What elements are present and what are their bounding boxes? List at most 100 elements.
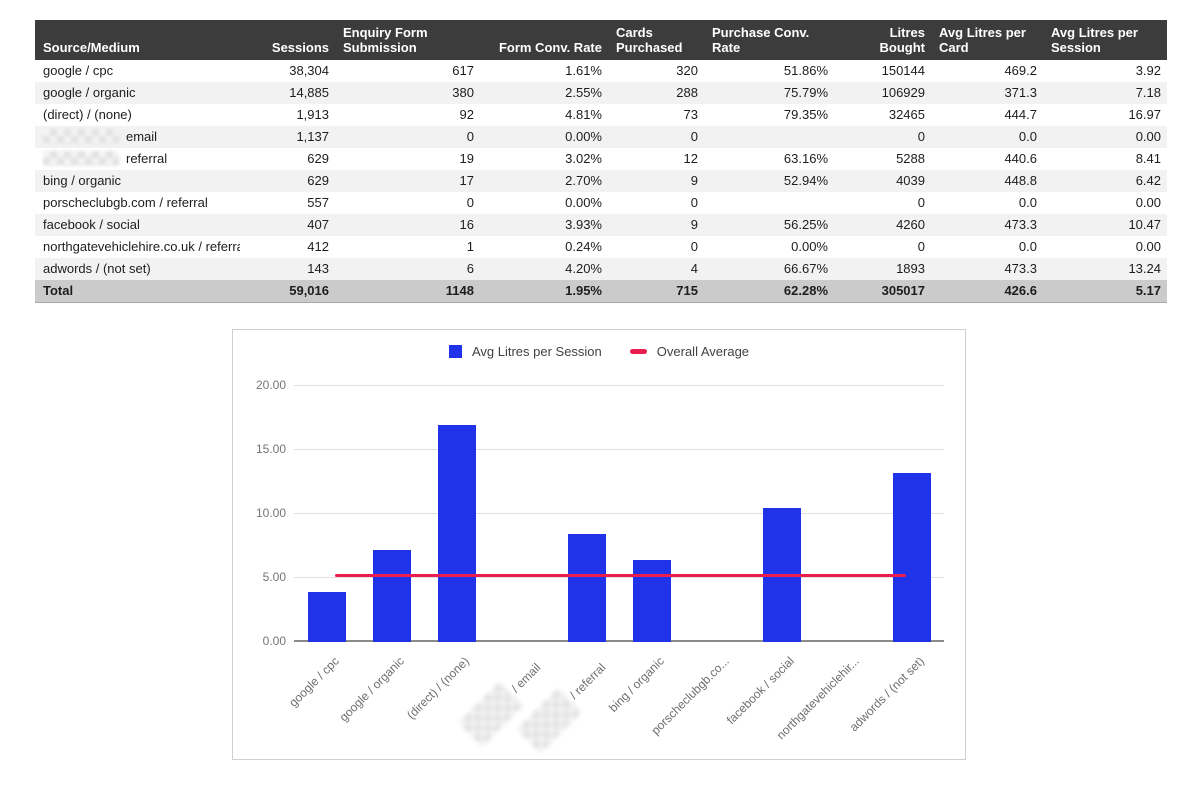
metric-cell: 448.8 [1004,173,1037,188]
metric-cell: 412 [307,239,329,254]
metric-cell: 6.42 [1135,173,1161,188]
metric-cell: 56.25% [783,217,828,232]
source-label: porscheclubgb.com / referral [43,195,208,210]
col-header-avg-litres-per-card[interactable]: Avg Litres per Card [931,20,1043,60]
chart-plot-area: 0.00 5.00 10.00 15.00 20.00 [256,379,944,647]
metric-cell: 38,304 [289,63,329,78]
table-row: (direct) / (none) 1,913 92 4.81% 73 79.35% 324… [35,104,1167,126]
metric-cell: 66.67% [783,261,828,276]
metric-cell: 0 [466,129,474,144]
source-medium-cell: Total [35,280,240,303]
metric-cell: 629 [307,173,329,188]
bar--direct-none-[interactable] [437,424,476,642]
y-axis-tick-label: 5.00 [262,570,286,584]
source-medium-cell: bing / organic [35,170,240,192]
col-header-source-medium[interactable]: Source/Medium [35,20,240,60]
metric-cell: 0 [690,129,698,144]
metric-cell: 0.00 [1135,129,1161,144]
metric-cell: 1893 [896,261,925,276]
metric-cell: 12 [683,151,698,166]
x-axis-label: (direct) / (none) [403,654,471,722]
metric-cell: 1148 [445,283,474,298]
col-header-sessions[interactable]: Sessions [240,20,335,60]
metric-cell: 444.7 [1004,107,1037,122]
x-axis-label-text: google / cpc [285,654,342,710]
source-label: northgatevehiclehire.co.uk / referral [43,239,240,254]
table-total-row: Total 59,016 1148 1.95% 715 62.28% 305017 426.6… [35,280,1167,303]
source-medium-cell: northgatevehiclehire.co.uk / referral [35,236,240,258]
metric-cell: 51.86% [783,63,828,78]
col-header-form-conv-rate[interactable]: Form Conv. Rate [480,20,608,60]
total-label: Total [43,283,74,298]
metric-cell: 63.16% [783,151,828,166]
y-axis-tick-label: 15.00 [255,442,286,456]
col-header-litres-bought[interactable]: Litres Bought [834,20,931,60]
bar-google-organic[interactable] [372,550,411,642]
metric-cell [704,192,834,214]
metric-cell: 16.97 [1128,107,1161,122]
table-row: bing / organic 629 17 2.70% 9 52.94% 4039 448.8… [35,170,1167,192]
bar-bing-organic[interactable] [632,559,671,642]
redacted-text-block [43,129,119,144]
bar-adwords-not-set-[interactable] [892,472,931,642]
source-label: (direct) / (none) [43,107,132,122]
chart-legend: Avg Litres per Session Overall Average [233,344,965,359]
bar--referral[interactable] [567,534,606,642]
overall-average-line [334,574,906,578]
metric-cell: 715 [676,283,698,298]
metric-cell: 557 [307,195,329,210]
metric-cell: 0.00% [791,239,828,254]
metric-cell: 3.92 [1135,63,1161,78]
metric-cell: 0 [917,129,925,144]
source-label: bing / organic [43,173,122,188]
x-axis-label: facebook / social [723,654,796,727]
source-label: email [126,129,158,144]
metric-cell: 0.00 [1135,239,1161,254]
source-label: referral [126,151,168,166]
x-axis-label: google / organic [336,654,406,724]
metric-cell: 371.3 [1004,85,1037,100]
metric-cell: 288 [676,85,698,100]
col-header-enquiry-form-submission[interactable]: Enquiry Form Submission [335,20,480,60]
metric-cell: 0 [917,239,925,254]
x-axis-label-text: bing / organic [605,654,667,715]
source-label: adwords / (not set) [43,261,151,276]
source-label: google / cpc [43,63,114,78]
y-gridline [294,513,944,514]
table-header: Source/Medium Sessions Enquiry Form Subm… [35,20,1167,60]
x-axis-label-text: (direct) / (none) [403,654,472,722]
table-row: email 1,137 0 0.00% 0 0 0.0 0.00 [35,126,1167,148]
source-medium-cell: porscheclubgb.com / referral [35,192,240,214]
metric-cell: 4039 [896,173,925,188]
source-medium-cell: google / cpc [35,60,240,82]
table-row: adwords / (not set) 143 6 4.20% 4 66.67% 1893 4… [35,258,1167,280]
y-axis-tick-label: 10.00 [255,506,286,520]
col-header-cards-purchased[interactable]: Cards Purchased [608,20,704,60]
avg-litres-per-session-chart: Avg Litres per Session Overall Average 0… [232,329,966,760]
source-label: facebook / social [43,217,140,232]
legend-label-bar-series: Avg Litres per Session [471,344,602,359]
metric-cell: 4.20% [565,261,602,276]
table-row: google / cpc 38,304 617 1.61% 320 51.86% 15014… [35,60,1167,82]
source-medium-cell: email [35,126,240,148]
metric-cell: 10.47 [1128,217,1161,232]
x-axis-label-text: / email [507,660,543,696]
table-row: northgatevehiclehire.co.uk / referral 412… [35,236,1167,258]
col-header-purchase-conv-rate[interactable]: Purchase Conv. Rate [704,20,834,60]
report-page: Source/Medium Sessions Enquiry Form Subm… [0,20,1196,760]
x-axis-label: google / cpc [286,654,342,710]
metric-cell: 52.94% [783,173,828,188]
col-header-avg-litres-per-session[interactable]: Avg Litres per Session [1043,20,1167,60]
metric-cell: 13.24 [1128,261,1161,276]
metric-cell: 473.3 [1004,217,1037,232]
metric-cell: 106929 [881,85,925,100]
metric-cell: 62.28% [783,283,828,298]
metric-cell: 380 [452,85,474,100]
source-medium-cell: google / organic [35,82,240,104]
metric-cell: 1 [466,239,474,254]
metric-cell [704,126,834,148]
metric-cell: 0.0 [1018,195,1037,210]
bar-google-cpc[interactable] [307,591,346,642]
metric-cell: 473.3 [1004,261,1037,276]
y-axis-tick-label: 0.00 [262,634,286,648]
